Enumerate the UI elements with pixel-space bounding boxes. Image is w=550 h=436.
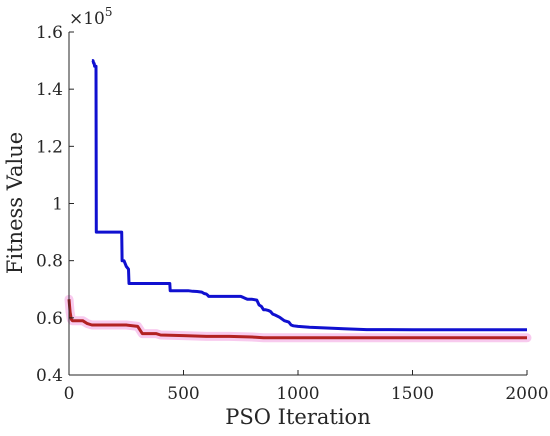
- series-layer: [67, 59, 527, 340]
- y-tick-label: 0.4: [36, 366, 63, 386]
- y-scale-multiplier: ×105: [69, 5, 113, 29]
- y-tick-label: 1: [52, 195, 63, 215]
- plot-background: [69, 32, 527, 375]
- y-tick-label: 1.4: [36, 80, 63, 100]
- series-1-line: [91, 59, 527, 332]
- x-tick-label: 0: [64, 384, 75, 404]
- y-tick-label: 1.6: [36, 23, 63, 43]
- y-tick-label: 0.8: [36, 252, 63, 272]
- x-tick-label: 1500: [391, 384, 434, 404]
- x-tick-label: 500: [167, 384, 199, 404]
- y-axis-label: Fitness Value: [3, 132, 27, 274]
- series-2-line: [67, 299, 527, 340]
- x-tick-label: 2000: [505, 384, 548, 404]
- y-tick-label: 0.6: [36, 309, 63, 329]
- x-tick-label: 1000: [276, 384, 319, 404]
- x-axis-label: PSO Iteration: [225, 405, 370, 429]
- ticks-layer: 0 500 1000 1500 2000 0.4 0.6 0.8 1 1.2 1.4 1.6: [36, 23, 549, 404]
- y-tick-label: 1.2: [36, 137, 63, 157]
